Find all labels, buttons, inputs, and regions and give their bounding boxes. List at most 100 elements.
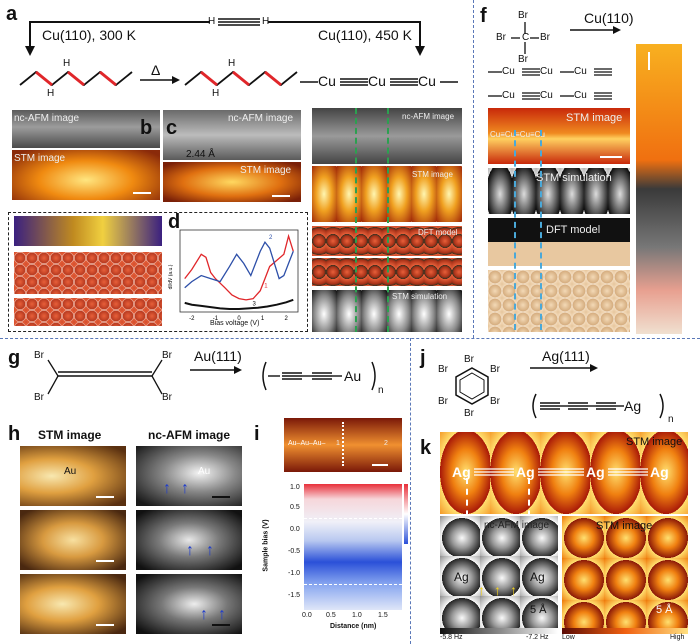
- panel-j-br-5: Br: [438, 396, 448, 407]
- panel-i-xtick-3: 1.0: [352, 612, 362, 619]
- panel-f-br-top: Br: [518, 10, 528, 21]
- panel-b-lower-box: [8, 212, 308, 332]
- panel-d-xtick-1: -1: [213, 316, 219, 322]
- panel-k-stm-label-2: STM image: [596, 520, 653, 532]
- panel-f-long-image: [636, 44, 682, 334]
- panel-c-scalebar: [272, 195, 290, 197]
- panel-i-line-1: [304, 518, 402, 519]
- panel-f-cu-5: Cu: [540, 90, 553, 101]
- panel-e-sim-label: STM simulation: [392, 292, 448, 301]
- panel-j-substrate: Ag(111): [542, 348, 590, 364]
- panel-k-guide-1: [466, 478, 468, 538]
- panel-j-br-4: Br: [464, 408, 474, 419]
- panel-i-xtick-2: 0.5: [326, 612, 336, 619]
- panel-k-arrow-2: ↑: [494, 582, 501, 598]
- panel-d-xlabel: Bias voltage (V): [210, 320, 260, 327]
- panel-i-ytick-2: 0.5: [290, 504, 300, 511]
- panel-a-reactant-h-left: H: [208, 16, 216, 27]
- panel-h-arrow-6: ↑: [218, 606, 226, 623]
- panel-f-dft-label: DFT model: [546, 224, 601, 236]
- panel-k-stm-image: [440, 432, 688, 514]
- panel-g-br-2: Br: [34, 392, 44, 403]
- panel-a-h-2: H: [63, 58, 71, 69]
- panel-h-au-1: Au: [64, 466, 77, 477]
- panel-b-ncafm-label: nc-AFM image: [14, 113, 80, 124]
- panel-j-br-2: Br: [490, 364, 500, 375]
- panel-label-f: f: [480, 5, 487, 27]
- panel-c-distance: 2.44 Å: [186, 149, 215, 160]
- panel-f-scalebar: [600, 156, 622, 158]
- panel-f-br-right: Br: [540, 32, 550, 43]
- panel-f-cu-1: Cu: [502, 66, 515, 77]
- panel-d-series-label-3: 1: [264, 284, 268, 290]
- panel-a-cu-2: Cu: [368, 73, 386, 89]
- panel-f-dft-bottom: [488, 270, 630, 332]
- panel-i-map: [304, 484, 402, 610]
- panel-j-scheme: [455, 364, 664, 419]
- panel-g-product-atom: Au: [344, 368, 362, 384]
- panel-h-scalebar-2: [96, 560, 114, 562]
- panel-k-stm-image-2: [562, 516, 688, 628]
- panel-j-product-atom: Ag: [624, 398, 642, 414]
- panel-k-colorbar-2: [562, 628, 688, 634]
- panel-d-series-label-2: 2: [269, 235, 273, 241]
- panel-k-ag-3: Ag: [586, 464, 605, 480]
- panel-h-arrow-4: ↑: [206, 542, 214, 559]
- panel-f-sim-label: STM simulation: [536, 172, 612, 184]
- panel-e-dft-label: DFT model: [418, 228, 458, 237]
- panel-i-ytick-5: -1.0: [288, 570, 301, 577]
- panel-e-guide-1: [355, 108, 357, 332]
- panel-label-i: i: [254, 423, 260, 445]
- panel-i-line-2: [304, 584, 402, 585]
- panel-f-cu-4: Cu: [502, 90, 515, 101]
- panel-d-series-2: [184, 240, 294, 289]
- panel-b-stm-image: [12, 150, 160, 200]
- panel-f-cu-6: Cu: [574, 90, 587, 101]
- panel-g-subscript: n: [378, 385, 384, 396]
- panel-i-marker-2: 2: [384, 440, 388, 447]
- panel-k-scale-5a-2: 5 Å: [656, 604, 673, 616]
- panel-h-arrow-5: ↑: [200, 606, 208, 623]
- panel-c-ncafm-image: [163, 110, 301, 160]
- panel-f-scheme: [488, 22, 621, 100]
- panel-i-ytick-4: -0.5: [288, 548, 301, 555]
- panel-c-stm-label: STM image: [240, 165, 292, 176]
- panel-b-lower-model1: [14, 252, 162, 294]
- panel-f-long-scalebar: [648, 52, 650, 70]
- panel-f-dft-top: [488, 218, 630, 266]
- panel-f-cu-2: Cu: [540, 66, 553, 77]
- panel-g-scheme: [47, 359, 376, 395]
- panel-i-xtick-4: 1.5: [378, 612, 388, 619]
- panel-b-stm-label: STM image: [14, 153, 66, 164]
- panel-label-g: g: [8, 347, 21, 369]
- panel-k-arrow-1: ↑: [478, 582, 485, 598]
- panel-f-guide-2: [540, 130, 542, 330]
- panel-a-cu-1: Cu: [318, 73, 336, 89]
- panel-h-scalebar-4: [212, 496, 230, 498]
- panel-label-c: c: [166, 117, 178, 139]
- divider-vertical-bottom: [410, 338, 411, 644]
- panel-i-ytick-1: 1.0: [290, 484, 300, 491]
- panel-label-b: b: [140, 117, 153, 139]
- panel-j-subscript: n: [668, 414, 674, 425]
- panel-k-arrow-3: ↑: [510, 582, 517, 598]
- panel-f-stm-annot: Cu≡Cu≡Cu≡Cu: [490, 130, 545, 139]
- panel-a-right-condition: Cu(110), 450 K: [318, 27, 412, 43]
- panel-d-xtick-3: 1: [261, 316, 265, 322]
- panel-a-h-3: H: [212, 88, 220, 99]
- panel-k-ag-small-1: Ag: [454, 570, 469, 584]
- panel-f-c: C: [522, 32, 530, 43]
- panel-h-au-2: Au: [198, 466, 211, 477]
- panel-k-bonds: [474, 468, 648, 476]
- panel-j-br-3: Br: [490, 396, 500, 407]
- panel-a-h-4: H: [228, 58, 236, 69]
- panel-i-colorbar: [404, 484, 408, 544]
- panel-g-br-4: Br: [162, 392, 172, 403]
- panel-d-xtick-4: 2: [285, 316, 289, 322]
- panel-label-k: k: [420, 437, 432, 459]
- panel-e-stm-label: STM image: [412, 170, 453, 179]
- panel-f-cu-3: Cu: [574, 66, 587, 77]
- panel-e-ncafm-label: nc-AFM image: [402, 112, 455, 121]
- panel-i-scalebar: [372, 464, 388, 466]
- panel-k-ncafm-label: nc-AFM image: [484, 520, 550, 531]
